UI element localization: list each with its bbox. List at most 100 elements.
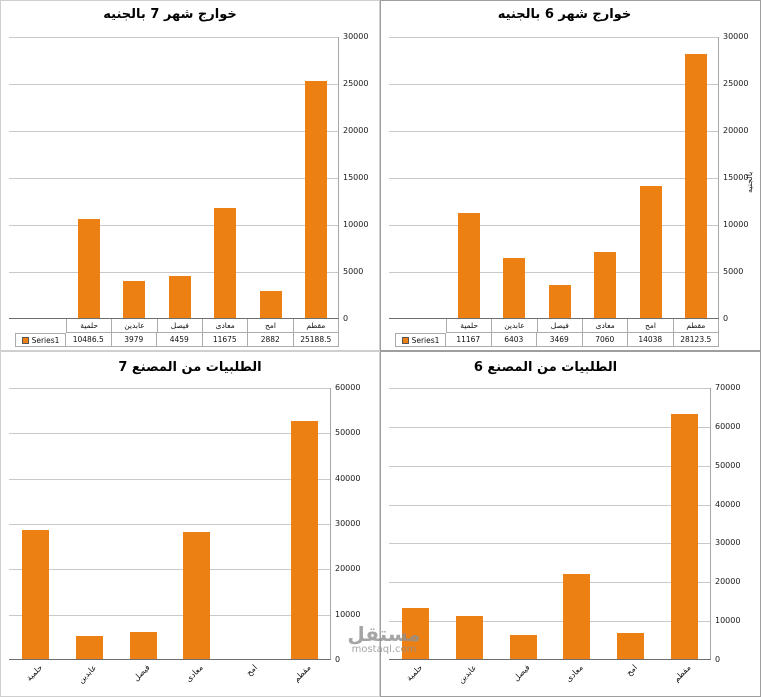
bar-2[interactable] bbox=[123, 281, 146, 318]
table-value-cell: 14038 bbox=[628, 333, 674, 347]
gridline bbox=[389, 84, 718, 85]
y-axis-tick-label: 70000 bbox=[715, 383, 741, 392]
chart-title: خوارج شهر 6 بالجنيه bbox=[497, 7, 632, 22]
y-axis-tick-label: 15000 bbox=[343, 173, 369, 182]
table-value-cell: 10486.5 bbox=[66, 333, 112, 347]
gridline bbox=[389, 466, 710, 467]
series-color-swatch-icon bbox=[401, 336, 409, 344]
gridline bbox=[389, 427, 710, 428]
series-color-swatch-icon bbox=[21, 336, 29, 344]
table-category-cell: معادى bbox=[582, 319, 629, 333]
y-axis-tick-label: 30000 bbox=[723, 32, 749, 41]
bar-5[interactable] bbox=[639, 186, 662, 318]
gridline bbox=[389, 272, 718, 273]
y-axis-tick-label: 0 bbox=[723, 314, 729, 323]
table-category-cell: فيصل bbox=[157, 319, 203, 333]
bar-4[interactable] bbox=[214, 208, 237, 318]
gridline bbox=[9, 225, 338, 226]
y-axis-tick-label: 60000 bbox=[715, 421, 741, 431]
y-axis-tick-label: 30000 bbox=[715, 538, 741, 548]
y-axis-tick-label: 25000 bbox=[343, 79, 369, 88]
table-value-cell: 2882 bbox=[248, 333, 294, 347]
y-axis-tick-label: 10000 bbox=[343, 220, 369, 229]
legend-series1: Series1 bbox=[395, 333, 446, 347]
y-axis: 0 10000 20000 30000 40000 50000 60000 bbox=[335, 383, 377, 664]
chart-factory-orders-6[interactable]: الطلبيات من المصنع 6 0 10000 20000 30000 400… bbox=[380, 351, 761, 697]
table-category-cell: فيصل bbox=[537, 319, 583, 333]
x-axis-category-label: مقطم bbox=[291, 663, 313, 684]
bar-1[interactable] bbox=[22, 530, 50, 659]
table-value-cell: 6403 bbox=[491, 333, 537, 347]
bar-1[interactable] bbox=[457, 213, 480, 318]
y-axis: 0 5000 10000 15000 20000 25000 30000 bbox=[723, 32, 757, 323]
table-value-cell: 25188.5 bbox=[293, 333, 339, 347]
bar-3[interactable] bbox=[548, 285, 571, 318]
y-axis-tick-label: 10000 bbox=[715, 616, 741, 626]
chart-title: خوارج شهر 7 بالجنيه bbox=[103, 7, 237, 22]
y-axis-tick-label: 0 bbox=[715, 655, 721, 664]
chart-title: الطلبيات من المصنع 6 bbox=[473, 360, 618, 375]
data-table-values-row: Series1 11167 6403 3469 7060 14038 28123.5 bbox=[395, 333, 719, 347]
y-axis-tick-label: 0 bbox=[343, 314, 349, 323]
bar-3[interactable] bbox=[168, 276, 191, 318]
y-axis-tick-label: 50000 bbox=[335, 428, 361, 438]
y-axis: 0 5000 10000 15000 20000 25000 30000 bbox=[343, 32, 377, 323]
y-axis-tick-label: 20000 bbox=[335, 564, 361, 574]
bar-3[interactable] bbox=[509, 635, 537, 659]
bar-4[interactable] bbox=[183, 532, 211, 659]
gridline bbox=[389, 388, 710, 389]
table-category-cell: امح bbox=[628, 319, 674, 333]
bar-2[interactable] bbox=[76, 636, 103, 659]
bar-1[interactable] bbox=[77, 219, 100, 318]
table-value-cell: 11675 bbox=[202, 333, 248, 347]
gridline bbox=[9, 178, 338, 179]
chart-title: الطلبيات من المصنع 7 bbox=[118, 360, 262, 375]
bar-6[interactable] bbox=[685, 54, 708, 318]
y-axis-tick-label: 10000 bbox=[723, 220, 749, 229]
y-axis-tick-label: 40000 bbox=[715, 499, 741, 509]
chart-expenses-month-6[interactable]: خوارج شهر 6 بالجنيه 0 5000 10000 15000 20000… bbox=[380, 0, 761, 351]
plot-area bbox=[389, 37, 719, 319]
gridline bbox=[9, 615, 330, 616]
table-category-cell: مقطم bbox=[293, 319, 339, 333]
y-axis-tick-label: 40000 bbox=[335, 473, 361, 483]
bar-5[interactable] bbox=[617, 633, 644, 659]
gridline bbox=[389, 505, 710, 506]
chart-factory-orders-7[interactable]: الطلبيات من المصنع 7 0 10000 20000 30000 400… bbox=[0, 351, 380, 697]
table-value-cell: 3979 bbox=[111, 333, 157, 347]
legend-series1: Series1 bbox=[15, 333, 66, 347]
table-value-cell: 3469 bbox=[537, 333, 583, 347]
y-axis-tick-label: 20000 bbox=[343, 126, 369, 135]
plot-area bbox=[9, 37, 339, 319]
gridline bbox=[9, 479, 330, 480]
table-category-cell: مقطم bbox=[673, 319, 719, 333]
table-value-cell: 4459 bbox=[157, 333, 203, 347]
table-value-cell: 7060 bbox=[582, 333, 628, 347]
bar-3[interactable] bbox=[129, 632, 157, 659]
chart-expenses-month-7[interactable]: خوارج شهر 7 بالجنيه 0 5000 10000 15000 20000… bbox=[0, 0, 380, 351]
y-axis-tick-label: 20000 bbox=[723, 126, 749, 135]
bar-6[interactable] bbox=[670, 414, 698, 659]
gridline bbox=[389, 582, 710, 583]
bar-2[interactable] bbox=[503, 258, 526, 318]
bar-4[interactable] bbox=[563, 574, 591, 659]
x-axis-category-label: معادى bbox=[564, 663, 586, 684]
table-category-cell: معادى bbox=[202, 319, 249, 333]
bar-6[interactable] bbox=[305, 81, 328, 318]
data-table-categories-row: حلمية عابدين فيصل معادى امح مقطم bbox=[446, 319, 719, 333]
table-category-cell: امح bbox=[248, 319, 294, 333]
gridline bbox=[389, 131, 718, 132]
bar-6[interactable] bbox=[290, 421, 318, 659]
bar-2[interactable] bbox=[456, 616, 483, 659]
y-axis-tick-label: 5000 bbox=[723, 267, 744, 276]
table-category-cell: حلمية bbox=[67, 319, 113, 333]
bar-1[interactable] bbox=[402, 608, 430, 659]
x-axis-category-label: فيصل bbox=[511, 663, 532, 683]
bar-5[interactable] bbox=[259, 291, 282, 318]
gridline bbox=[9, 569, 330, 570]
bar-4[interactable] bbox=[594, 252, 617, 318]
y-axis-tick-label: 25000 bbox=[723, 79, 749, 88]
y-axis: 0 10000 20000 30000 40000 50000 60000 70000 bbox=[715, 383, 757, 664]
table-category-cell: عابدين bbox=[112, 319, 158, 333]
y-axis-tick-label: 30000 bbox=[335, 519, 361, 528]
